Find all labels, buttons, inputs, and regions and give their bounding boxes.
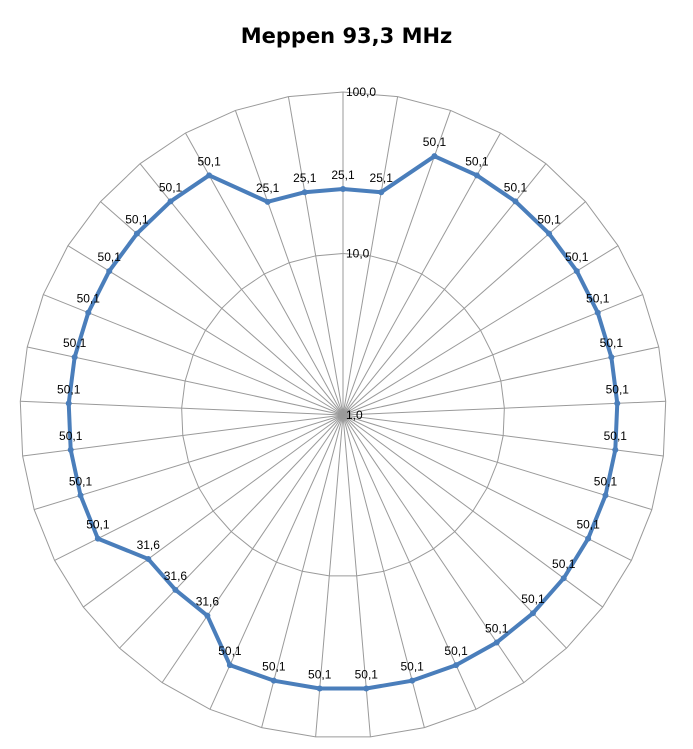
data-point xyxy=(270,677,277,684)
data-label: 50,1 xyxy=(98,250,122,264)
data-point xyxy=(172,586,179,593)
data-label: 50,1 xyxy=(159,180,183,194)
data-point xyxy=(378,189,385,196)
data-label: 50,1 xyxy=(63,336,87,350)
data-point xyxy=(226,662,233,669)
data-label: 50,1 xyxy=(77,292,101,306)
data-label: 50,1 xyxy=(465,154,489,168)
data-label: 50,1 xyxy=(586,292,610,306)
data-label: 50,1 xyxy=(308,668,332,682)
data-label: 50,1 xyxy=(400,660,424,674)
data-label: 50,1 xyxy=(600,336,624,350)
grid-ring xyxy=(19,91,667,738)
data-point xyxy=(204,612,211,619)
data-point xyxy=(85,309,92,316)
tick-label: 10,0 xyxy=(346,247,370,261)
data-label: 31,6 xyxy=(137,538,161,552)
radar-tick-labels: 1,0 10,0 100,0 xyxy=(346,85,376,422)
data-label: 50,1 xyxy=(218,644,242,658)
data-label: 50,1 xyxy=(69,474,93,488)
radar-series xyxy=(65,153,621,692)
data-label: 50,1 xyxy=(197,154,221,168)
series-line xyxy=(66,154,620,691)
data-label: 50,1 xyxy=(606,382,630,396)
data-label: 50,1 xyxy=(521,592,545,606)
data-label: 25,1 xyxy=(370,171,394,185)
grid-ring xyxy=(181,252,505,577)
data-label: 50,1 xyxy=(485,621,509,635)
data-label: 31,6 xyxy=(164,569,188,583)
data-label: 25,1 xyxy=(293,171,317,185)
data-point xyxy=(206,172,213,179)
data-point xyxy=(65,400,72,407)
tick-label: 1,0 xyxy=(346,408,363,422)
data-point xyxy=(340,185,346,192)
data-point xyxy=(67,446,74,453)
data-label: 50,1 xyxy=(355,668,379,682)
data-point xyxy=(573,268,580,275)
data-point xyxy=(94,535,101,542)
data-label: 50,1 xyxy=(576,518,600,532)
data-point xyxy=(608,354,615,361)
radar-grid xyxy=(19,91,667,738)
data-point xyxy=(602,492,609,499)
data-label: 50,1 xyxy=(565,250,589,264)
data-label: 25,1 xyxy=(331,168,355,182)
data-point xyxy=(133,230,140,237)
data-point xyxy=(612,446,619,453)
data-point xyxy=(594,309,601,316)
data-point xyxy=(77,492,84,499)
data-point xyxy=(529,610,536,617)
data-label: 31,6 xyxy=(196,595,220,609)
data-point xyxy=(71,354,78,361)
data-point xyxy=(409,677,416,684)
data-point xyxy=(546,230,553,237)
data-point xyxy=(473,172,480,179)
data-point xyxy=(493,639,500,646)
tick-label: 100,0 xyxy=(346,85,376,99)
data-label: 50,1 xyxy=(57,382,81,396)
data-point xyxy=(585,535,592,542)
data-point xyxy=(264,198,271,205)
data-point xyxy=(106,268,113,275)
data-point xyxy=(363,685,370,692)
data-label: 50,1 xyxy=(125,213,149,227)
data-point xyxy=(512,198,519,205)
data-point xyxy=(614,400,621,407)
data-label: 50,1 xyxy=(594,474,618,488)
data-label: 50,1 xyxy=(552,557,576,571)
data-point xyxy=(167,198,174,205)
data-point xyxy=(316,685,323,692)
data-point xyxy=(453,662,460,669)
chart-title: Meppen 93,3 MHz xyxy=(240,24,453,48)
radar-data-labels: 25,1 25,1 50,1 50,1 50,1 50,1 50,1 50,1 50,1 50,1… xyxy=(57,135,629,681)
data-label: 50,1 xyxy=(59,429,83,443)
data-label: 50,1 xyxy=(537,213,561,227)
data-label: 50,1 xyxy=(86,518,110,532)
data-label: 50,1 xyxy=(262,660,286,674)
data-point xyxy=(145,556,152,563)
data-point xyxy=(560,575,567,582)
data-label: 50,1 xyxy=(423,135,447,149)
data-label: 25,1 xyxy=(256,181,280,195)
data-label: 50,1 xyxy=(444,644,468,658)
data-label: 50,1 xyxy=(604,429,628,443)
data-point xyxy=(431,153,438,160)
data-label: 50,1 xyxy=(504,180,528,194)
data-point xyxy=(301,189,308,196)
